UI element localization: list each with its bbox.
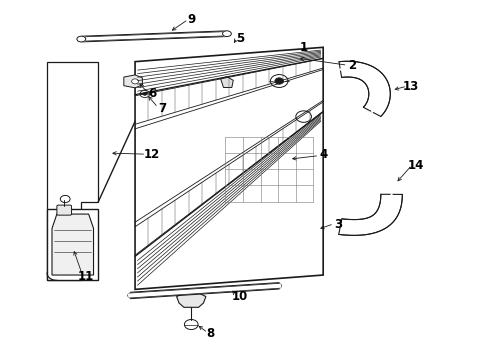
Text: 7: 7: [158, 102, 166, 115]
Text: 11: 11: [78, 270, 95, 283]
Text: 10: 10: [232, 290, 248, 303]
Circle shape: [140, 90, 150, 98]
Circle shape: [275, 78, 284, 84]
Text: 6: 6: [148, 87, 156, 100]
Ellipse shape: [77, 36, 86, 42]
FancyBboxPatch shape: [57, 205, 72, 215]
Circle shape: [184, 319, 198, 329]
Polygon shape: [124, 75, 143, 88]
Text: 5: 5: [236, 32, 244, 45]
Polygon shape: [135, 47, 323, 289]
Text: 4: 4: [319, 148, 327, 161]
Text: 12: 12: [144, 148, 160, 161]
Polygon shape: [52, 214, 94, 275]
Polygon shape: [339, 61, 391, 117]
Polygon shape: [339, 194, 402, 235]
Text: 2: 2: [348, 59, 357, 72]
Circle shape: [143, 93, 147, 95]
Polygon shape: [47, 209, 98, 280]
Text: 8: 8: [207, 327, 215, 340]
Polygon shape: [176, 293, 206, 307]
Text: 9: 9: [187, 13, 196, 26]
Circle shape: [132, 79, 139, 84]
Polygon shape: [220, 77, 233, 87]
Text: 13: 13: [403, 80, 419, 93]
Ellipse shape: [222, 31, 231, 37]
Text: 14: 14: [408, 159, 424, 172]
Text: 1: 1: [299, 41, 308, 54]
Text: 3: 3: [334, 218, 342, 231]
Polygon shape: [47, 62, 98, 280]
